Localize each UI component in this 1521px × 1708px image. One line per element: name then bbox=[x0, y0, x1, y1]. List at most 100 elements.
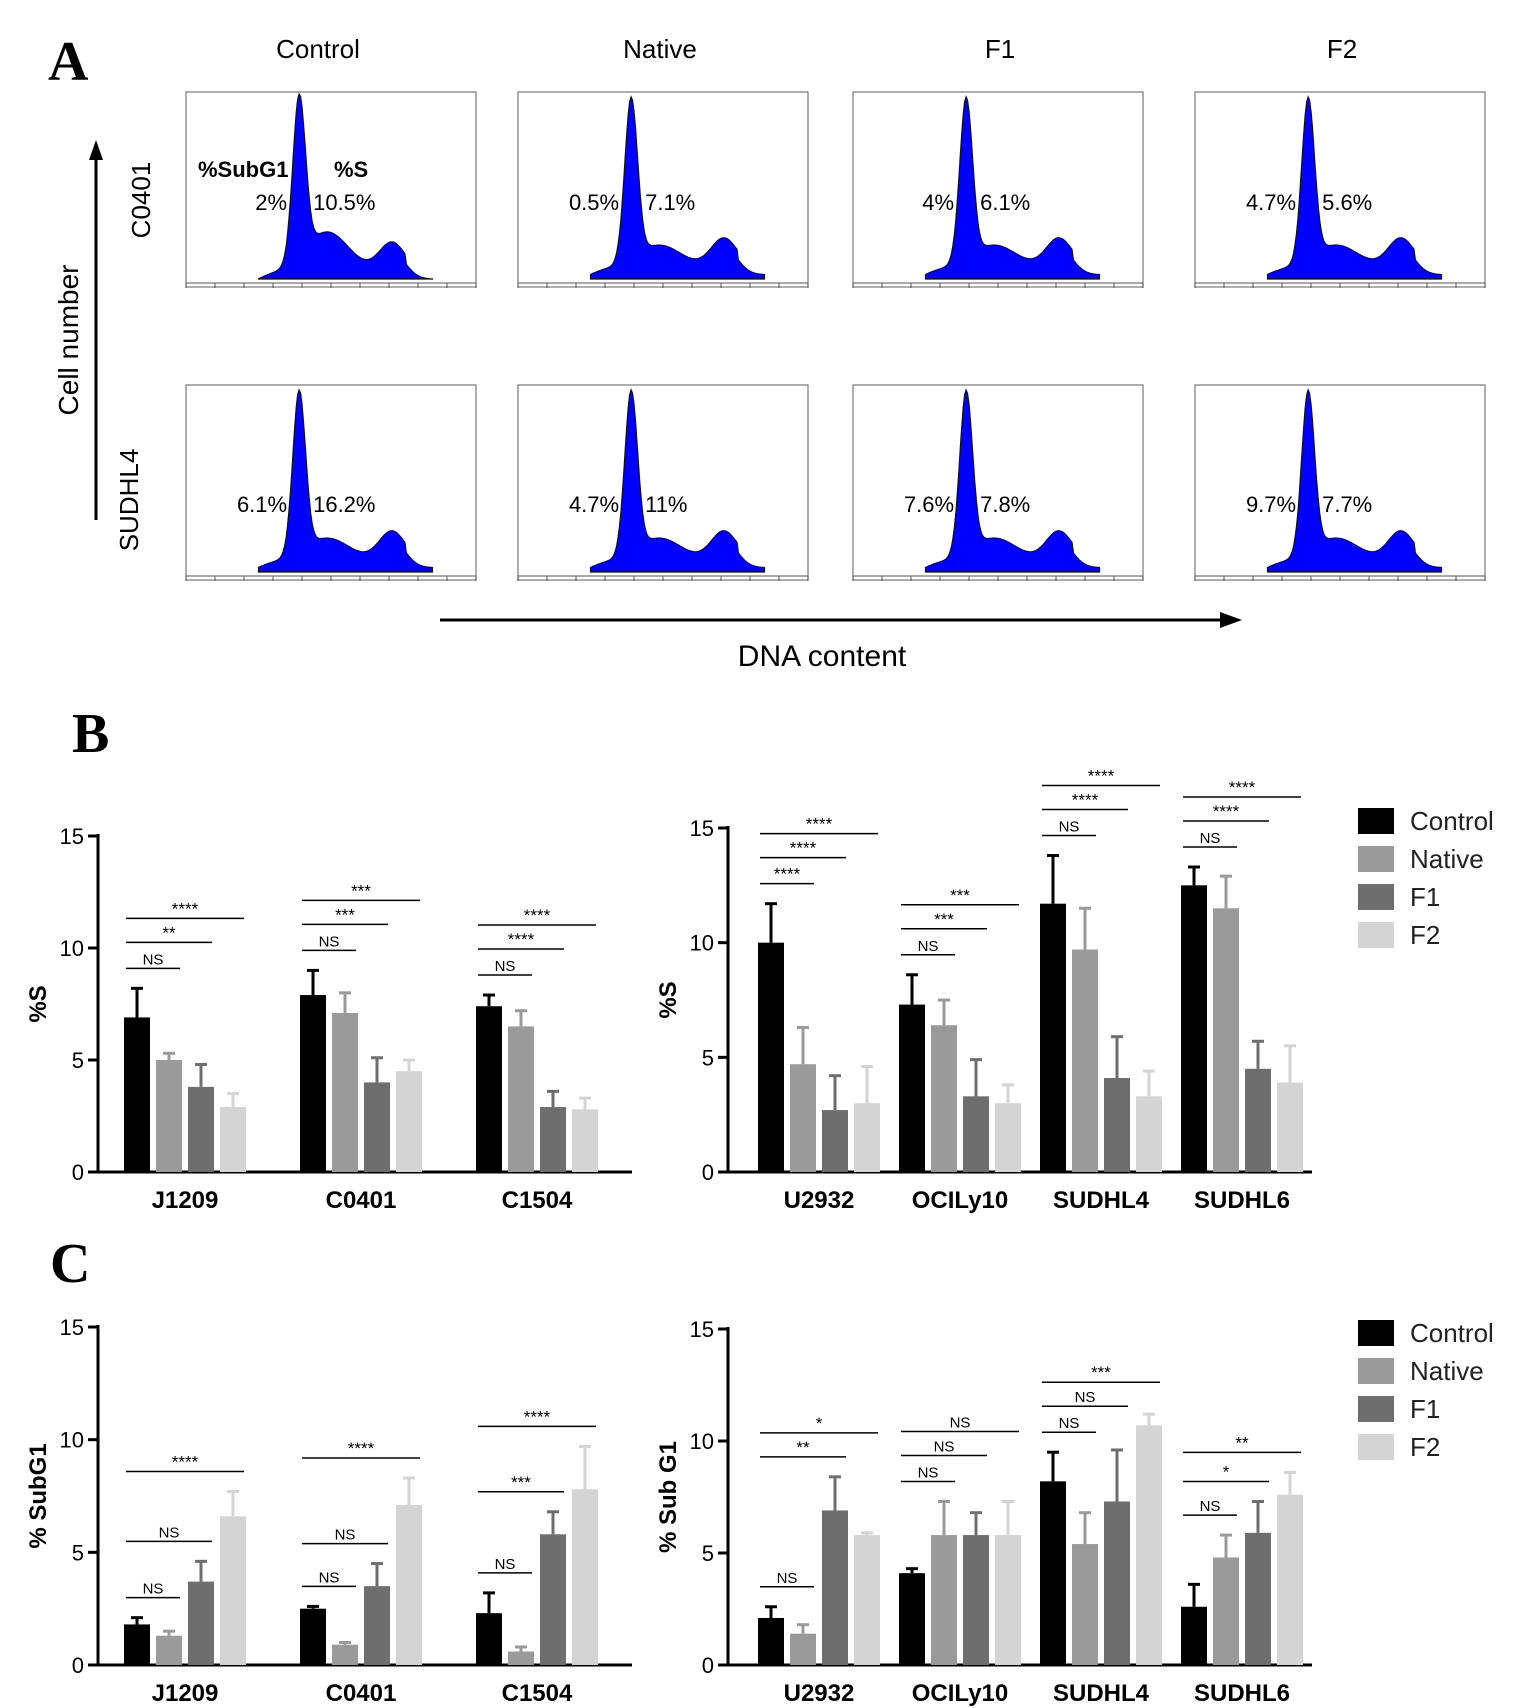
bar-sudhl6-f2 bbox=[1277, 1082, 1303, 1172]
y-tick-label: 5 bbox=[702, 1541, 714, 1566]
bar-ocily10-f2 bbox=[995, 1103, 1021, 1172]
y-tick-label: 0 bbox=[702, 1653, 714, 1678]
category-label-j1209: J1209 bbox=[152, 1187, 219, 1214]
significance-label: NS bbox=[1059, 819, 1080, 836]
bar-u2932-f1 bbox=[822, 1510, 848, 1665]
x-axis-label-dna-content: DNA content bbox=[738, 640, 907, 673]
y-tick-label: 15 bbox=[60, 824, 84, 849]
significance-label: **** bbox=[1229, 778, 1256, 797]
y-tick-label: 0 bbox=[72, 1653, 84, 1678]
y-axis-arrowhead bbox=[89, 140, 103, 160]
category-label-u2932: U2932 bbox=[784, 1187, 855, 1214]
bar-sudhl4-f2 bbox=[1136, 1096, 1162, 1172]
significance-label: ** bbox=[162, 923, 176, 942]
significance-label: *** bbox=[934, 910, 954, 929]
y-axis-label: % SubG1 bbox=[25, 1443, 52, 1548]
bar-c1504-f1 bbox=[540, 1534, 566, 1665]
y-axis-label: %S bbox=[25, 985, 52, 1022]
bar-c1504-control bbox=[476, 1006, 502, 1172]
bar-sudhl6-f1 bbox=[1245, 1068, 1271, 1172]
legend-swatch-control bbox=[1358, 1320, 1394, 1346]
subg1-percent: 4% bbox=[922, 190, 954, 215]
legend-swatch-f1 bbox=[1358, 1396, 1394, 1422]
legend-label-native: Native bbox=[1410, 1356, 1484, 1386]
y-tick-label: 10 bbox=[690, 1429, 714, 1454]
significance-label: NS bbox=[1200, 830, 1221, 847]
legend-swatch-f2 bbox=[1358, 922, 1394, 948]
histogram-area bbox=[1266, 388, 1443, 573]
column-label-control: Control bbox=[276, 34, 360, 64]
subg1-percent: 4.7% bbox=[569, 492, 619, 517]
column-label-native: Native bbox=[623, 34, 697, 64]
bar-sudhl6-f2 bbox=[1277, 1494, 1303, 1665]
s-phase-percent: 11% bbox=[645, 492, 687, 517]
bar-j1209-native bbox=[156, 1060, 182, 1172]
bar-sudhl6-control bbox=[1181, 885, 1207, 1172]
category-label-u2932: U2932 bbox=[784, 1680, 855, 1707]
s-phase-percent: 7.1% bbox=[645, 190, 695, 215]
category-label-c1504: C1504 bbox=[502, 1680, 573, 1707]
significance-label: *** bbox=[511, 1473, 531, 1492]
header-subg1: %SubG1 bbox=[198, 157, 288, 182]
y-tick-label: 15 bbox=[690, 816, 714, 841]
bar-sudhl6-native bbox=[1213, 1557, 1239, 1665]
bar-j1209-f2 bbox=[220, 1516, 246, 1665]
bar-ocily10-control bbox=[899, 1004, 925, 1172]
significance-label: NS bbox=[777, 1570, 798, 1587]
panel-b-letter: B bbox=[72, 703, 109, 765]
bar-sudhl4-control bbox=[1040, 903, 1066, 1172]
significance-label: ** bbox=[796, 1438, 810, 1457]
histogram-area bbox=[257, 92, 434, 280]
y-tick-label: 0 bbox=[702, 1160, 714, 1185]
category-label-sudhl6: SUDHL6 bbox=[1194, 1187, 1290, 1214]
s-phase-percent: 10.5% bbox=[313, 190, 375, 215]
histogram-area bbox=[589, 388, 766, 573]
significance-label: NS bbox=[143, 1581, 164, 1598]
significance-label: NS bbox=[918, 938, 939, 955]
bar-c0401-f1 bbox=[364, 1586, 390, 1665]
significance-label: NS bbox=[1059, 1415, 1080, 1432]
bar-u2932-f2 bbox=[854, 1103, 880, 1172]
y-axis-label-cell-number: Cell number bbox=[53, 265, 84, 416]
legend-label-f2: F2 bbox=[1410, 920, 1440, 950]
legend-label-f1: F1 bbox=[1410, 882, 1440, 912]
bar-c0401-control bbox=[300, 1608, 326, 1665]
significance-label: **** bbox=[774, 865, 801, 884]
y-tick-label: 15 bbox=[60, 1315, 84, 1340]
y-tick-label: 15 bbox=[690, 1317, 714, 1342]
row-label-c0401: C0401 bbox=[126, 162, 156, 239]
chart-b-right: 051015%SU2932************OCILy10NS******… bbox=[655, 767, 1312, 1214]
s-phase-percent: 7.7% bbox=[1322, 492, 1372, 517]
significance-label: *** bbox=[1091, 1363, 1111, 1382]
legend-label-f2: F2 bbox=[1410, 1432, 1440, 1462]
legend-label-f1: F1 bbox=[1410, 1394, 1440, 1424]
histogram-c0401-f1: 4% 6.1% bbox=[852, 91, 1144, 288]
bar-c1504-native bbox=[508, 1651, 534, 1665]
bar-u2932-f1 bbox=[822, 1110, 848, 1172]
significance-label: NS bbox=[159, 1524, 180, 1541]
bar-j1209-native bbox=[156, 1635, 182, 1665]
legend-label-control: Control bbox=[1410, 806, 1494, 836]
category-label-sudhl6: SUDHL6 bbox=[1194, 1680, 1290, 1707]
bar-sudhl6-control bbox=[1181, 1606, 1207, 1665]
row-label-sudhl4: SUDHL4 bbox=[114, 449, 144, 552]
significance-label: **** bbox=[508, 930, 535, 949]
significance-label: **** bbox=[348, 1439, 375, 1458]
significance-label: NS bbox=[495, 1556, 516, 1573]
significance-label: NS bbox=[934, 1438, 955, 1455]
histogram-c0401-native: 0.5% 7.1% bbox=[517, 91, 809, 288]
significance-label: ** bbox=[1235, 1433, 1249, 1452]
y-tick-label: 5 bbox=[72, 1048, 84, 1073]
subg1-percent: 4.7% bbox=[1246, 190, 1296, 215]
bar-c0401-native bbox=[332, 1012, 358, 1172]
legend-swatch-f1 bbox=[1358, 884, 1394, 910]
subg1-percent: 7.6% bbox=[904, 492, 954, 517]
s-phase-percent: 6.1% bbox=[980, 190, 1030, 215]
histogram-sudhl4-f1: 7.6% 7.8% bbox=[852, 384, 1144, 581]
significance-label: *** bbox=[351, 881, 371, 900]
legend-swatch-control bbox=[1358, 808, 1394, 834]
bar-sudhl4-native bbox=[1072, 949, 1098, 1172]
y-tick-label: 5 bbox=[702, 1045, 714, 1070]
significance-label: NS bbox=[319, 1569, 340, 1586]
